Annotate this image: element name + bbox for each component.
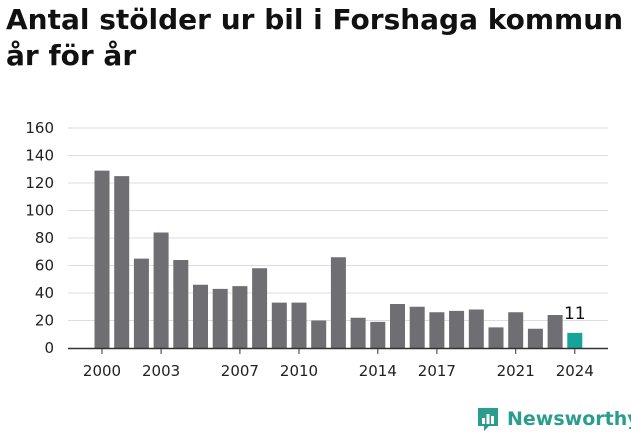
x-tick-label: 2021 — [497, 362, 535, 380]
y-axis: 0 20 40 60 80 100 120 140 160 — [25, 119, 54, 357]
bar — [330, 257, 346, 348]
data-label-2024: 11 — [564, 304, 586, 324]
bar — [547, 315, 563, 348]
x-tick-label: 2017 — [418, 362, 456, 380]
y-tick-label: 100 — [25, 202, 54, 220]
chart-title-line-1: Antal stölder ur bil i Forshaga kommun — [6, 3, 624, 36]
bar — [429, 312, 445, 348]
bar — [252, 268, 268, 348]
y-tick-label: 40 — [35, 284, 54, 302]
chart-title: Antal stölder ur bil i Forshaga kommun å… — [6, 2, 626, 74]
bar — [370, 321, 386, 348]
bar — [488, 327, 504, 348]
y-tick-label: 60 — [35, 257, 54, 275]
bars — [94, 170, 583, 348]
x-axis: 2000 2003 2007 2010 2014 2017 2021 2024 — [68, 347, 608, 380]
y-tick-label: 160 — [25, 119, 54, 137]
bar — [271, 302, 287, 348]
bar — [153, 232, 169, 348]
bar — [567, 332, 583, 348]
x-tick-label: 2024 — [556, 362, 594, 380]
bar — [212, 288, 228, 348]
brand-logo: Newsworthy — [476, 406, 631, 432]
y-tick-label: 0 — [44, 339, 54, 357]
bar — [173, 260, 189, 348]
y-tick-label: 80 — [35, 229, 54, 247]
bar — [232, 286, 248, 348]
y-tick-label: 120 — [25, 174, 54, 192]
bar — [94, 170, 110, 348]
bar — [350, 317, 366, 348]
brand-name: Newsworthy — [507, 408, 631, 430]
data-labels: 11 — [564, 304, 586, 324]
bar — [390, 304, 405, 348]
bar — [449, 310, 465, 348]
bar — [133, 258, 149, 348]
newsworthy-logo-icon — [478, 408, 498, 431]
bar — [311, 320, 327, 348]
bar — [527, 328, 543, 348]
bar — [468, 309, 484, 348]
x-tick-label: 2000 — [83, 362, 121, 380]
bar — [409, 306, 425, 348]
x-tick-label: 2007 — [221, 362, 259, 380]
x-tick-label: 2010 — [280, 362, 318, 380]
y-tick-label: 20 — [35, 312, 54, 330]
bar — [291, 302, 307, 348]
chart-title-line-2: år för år — [6, 39, 137, 72]
bar — [508, 312, 524, 348]
bar — [114, 176, 130, 348]
x-tick-label: 2014 — [359, 362, 397, 380]
bar — [193, 284, 208, 348]
x-tick-label: 2003 — [142, 362, 180, 380]
y-tick-label: 140 — [25, 147, 54, 165]
